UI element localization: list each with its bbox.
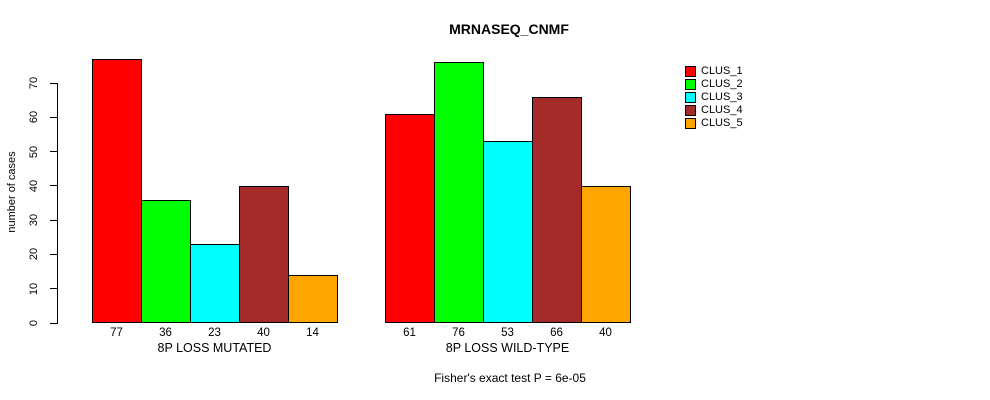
y-tick-label: 20	[28, 248, 40, 261]
legend-label: CLUS_5	[701, 117, 743, 129]
y-tick-label: 50	[28, 145, 40, 158]
legend-swatch-clus_1	[685, 66, 696, 77]
legend-label: CLUS_3	[701, 91, 743, 103]
bar-value-label: 40	[257, 327, 270, 339]
bar-clus_2	[141, 199, 191, 323]
chart-title: MRNASEQ_CNMF	[449, 21, 569, 37]
y-axis-tick	[50, 253, 57, 255]
y-tick-label: 0	[28, 319, 40, 327]
bar-value-label: 14	[306, 327, 319, 339]
bar-clus_1	[385, 113, 435, 323]
fisher-test-annotation: Fisher's exact test P = 6e-05	[434, 371, 586, 385]
y-axis-tick	[50, 116, 57, 118]
legend-swatch-clus_3	[685, 92, 696, 103]
y-axis-line	[57, 83, 58, 324]
legend-swatch-clus_4	[685, 105, 696, 116]
bar-value-label: 61	[403, 327, 416, 339]
bar-clus_5	[288, 275, 338, 323]
y-axis-tick	[50, 288, 57, 290]
bar-clus_4	[239, 185, 289, 323]
group-label: 8P LOSS MUTATED	[157, 341, 272, 355]
bar-value-label: 40	[599, 327, 612, 339]
bar-value-label: 77	[110, 327, 123, 339]
bar-value-label: 53	[501, 327, 514, 339]
legend-label: CLUS_4	[701, 104, 743, 116]
bar-clus_3	[190, 244, 240, 323]
bar-clus_4	[532, 96, 582, 323]
bar-clus_2	[434, 62, 484, 323]
bar-clus_5	[581, 185, 631, 323]
y-axis-label: number of cases	[6, 151, 18, 233]
bar-clus_3	[483, 141, 533, 323]
legend-swatch-clus_2	[685, 79, 696, 90]
y-axis-tick	[50, 219, 57, 221]
y-axis-tick	[50, 151, 57, 153]
y-tick-label: 10	[28, 282, 40, 295]
y-tick-label: 40	[28, 179, 40, 192]
bar-value-label: 23	[208, 327, 221, 339]
group-label: 8P LOSS WILD-TYPE	[445, 341, 570, 355]
legend-label: CLUS_2	[701, 78, 743, 90]
y-tick-label: 60	[28, 111, 40, 124]
y-axis-tick	[50, 185, 57, 187]
bar-value-label: 66	[550, 327, 563, 339]
y-axis-tick	[50, 82, 57, 84]
y-tick-label: 70	[28, 76, 40, 90]
bar-value-label: 36	[159, 327, 172, 339]
y-tick-label: 30	[28, 214, 40, 227]
legend-label: CLUS_1	[701, 65, 743, 77]
bar-value-label: 76	[452, 327, 465, 339]
y-axis-tick	[50, 322, 57, 324]
legend-swatch-clus_5	[685, 118, 696, 129]
bar-clus_1	[92, 59, 142, 323]
